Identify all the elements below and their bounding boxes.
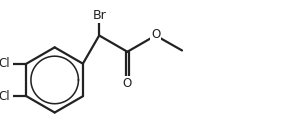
Text: O: O xyxy=(151,28,160,41)
Text: Br: Br xyxy=(92,9,106,22)
Text: O: O xyxy=(123,77,132,90)
Text: Cl: Cl xyxy=(0,57,10,70)
Text: Cl: Cl xyxy=(0,90,10,103)
